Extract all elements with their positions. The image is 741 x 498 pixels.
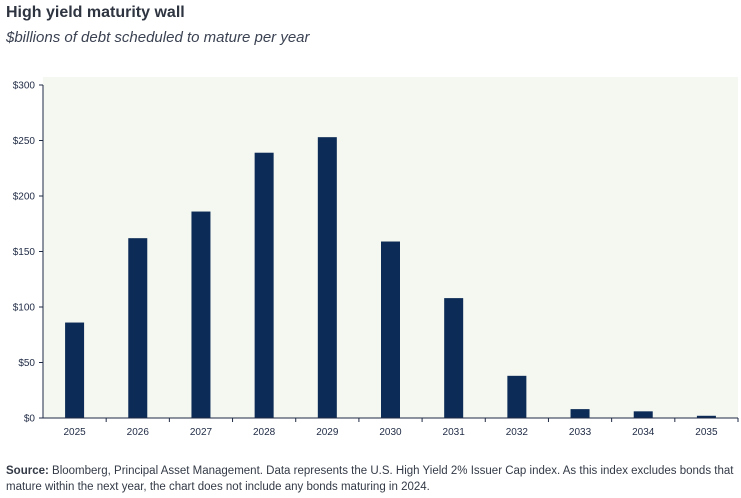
x-tick-label: 2032 [506, 427, 529, 438]
bar-2029 [317, 137, 337, 419]
x-tick-label: 2033 [569, 427, 592, 438]
x-tick-label: 2035 [695, 427, 718, 438]
x-tick-label: 2031 [443, 427, 466, 438]
chart-subtitle: $billions of debt scheduled to mature pe… [6, 29, 310, 46]
x-tick-label: 2034 [632, 427, 655, 438]
x-tick-label: 2028 [253, 427, 276, 438]
bars [65, 137, 716, 419]
y-tick-label: $250 [13, 136, 36, 147]
source-note: Source: Bloomberg, Principal Asset Manag… [6, 463, 738, 495]
y-tick-label: $0 [24, 414, 36, 425]
bar-2028 [254, 152, 274, 418]
y-tick-label: $150 [13, 247, 36, 258]
y-tick-label: $200 [13, 192, 36, 203]
y-tick-label: $300 [13, 81, 36, 92]
bar-2032 [507, 375, 527, 418]
y-tick-label: $100 [13, 303, 36, 314]
bar-2034 [633, 411, 653, 418]
x-axis: 2025 2026 2027 2028 2029 2030 2031 2032 2033 2034… [43, 417, 739, 438]
source-text: Bloomberg, Principal Asset Management. D… [6, 465, 734, 493]
y-tick-label: $50 [18, 358, 35, 369]
x-tick-label: 2030 [379, 427, 402, 438]
x-tick-label: 2026 [127, 427, 150, 438]
bar-2035 [696, 415, 716, 418]
x-tick-label: 2029 [316, 427, 339, 438]
x-tick-label: 2027 [190, 427, 213, 438]
bar-2027 [191, 211, 211, 418]
bar-2025 [65, 322, 85, 418]
source-label: Source: [6, 465, 49, 477]
bar-2030 [381, 241, 400, 418]
x-tick-label: 2025 [63, 427, 86, 438]
chart-title: High yield maturity wall [6, 4, 185, 21]
y-axis: $0 $50 $100 $150 $200 $250 $300 [13, 81, 44, 425]
bar-2026 [128, 238, 148, 418]
bar-2033 [570, 409, 590, 418]
bar-2031 [444, 298, 464, 418]
